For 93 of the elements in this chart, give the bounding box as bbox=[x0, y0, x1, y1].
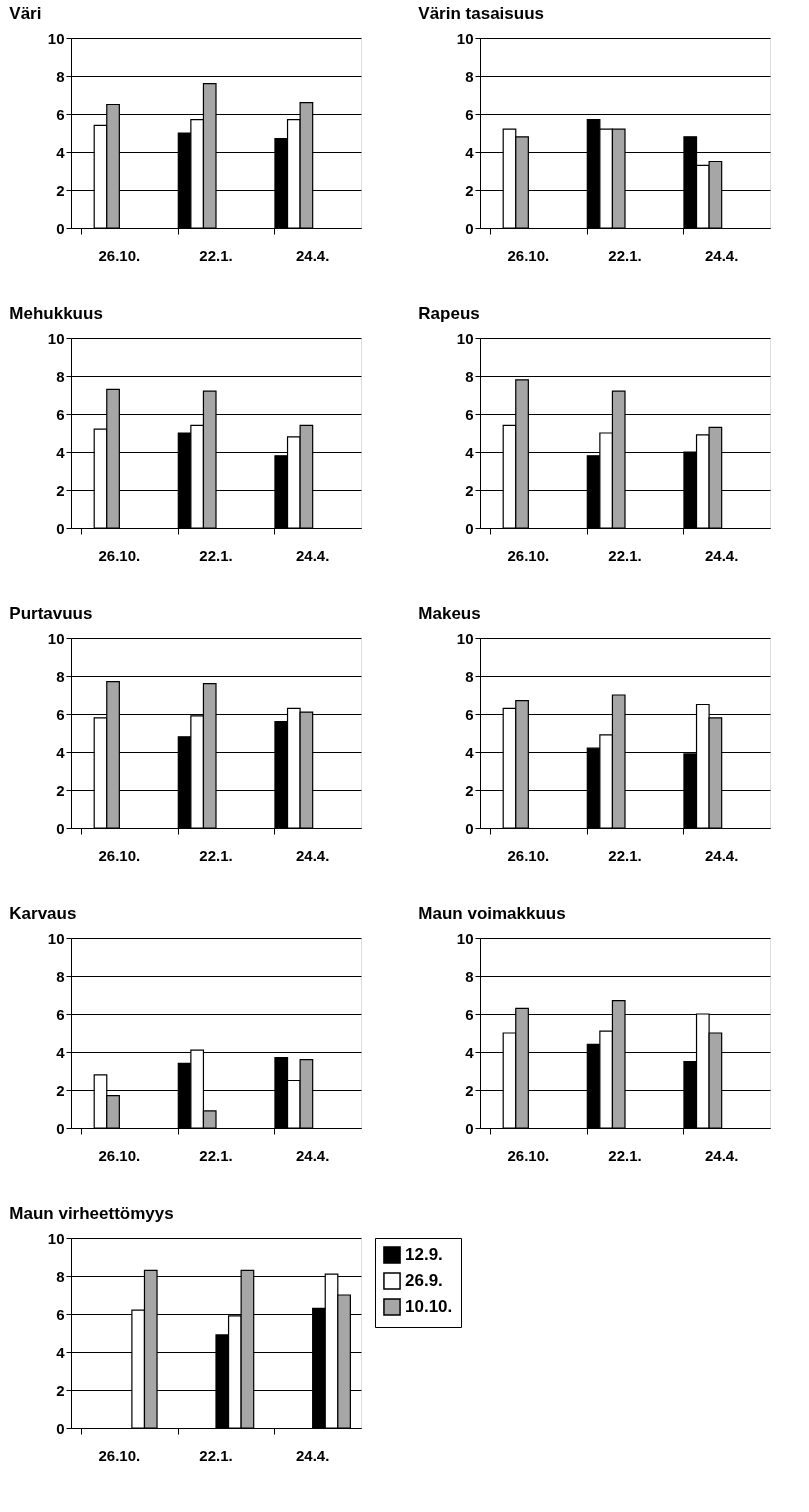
chart-title: Väri bbox=[9, 4, 42, 23]
y-tick-label: 4 bbox=[56, 143, 66, 161]
x-tick-label: 26.10. bbox=[507, 846, 550, 864]
y-tick-label: 10 bbox=[47, 329, 65, 347]
y-tick-label: 8 bbox=[465, 667, 474, 685]
x-tick-label: 22.1. bbox=[608, 846, 642, 864]
chart-title: Makeus bbox=[418, 604, 481, 623]
x-tick-label: 22.1. bbox=[199, 546, 233, 564]
x-tick-label: 24.4. bbox=[295, 546, 330, 564]
y-tick-label: 6 bbox=[465, 105, 474, 123]
x-tick-label: 22.1. bbox=[199, 846, 233, 864]
x-tick-label: 26.10. bbox=[98, 1446, 141, 1464]
x-tick-label: 24.4. bbox=[704, 246, 739, 264]
chart-title: Karvaus bbox=[9, 904, 77, 923]
y-tick-label: 0 bbox=[56, 219, 65, 237]
y-tick-label: 6 bbox=[56, 105, 65, 123]
y-tick-label: 10 bbox=[456, 629, 474, 647]
x-tick-label: 22.1. bbox=[199, 1146, 233, 1164]
y-tick-label: 8 bbox=[465, 367, 474, 385]
x-tick-label: 26.10. bbox=[507, 546, 550, 564]
y-tick-label: 2 bbox=[56, 1381, 65, 1399]
y-tick-label: 2 bbox=[56, 781, 65, 799]
y-tick-label: 2 bbox=[56, 481, 65, 499]
y-tick-label: 4 bbox=[56, 743, 66, 761]
chart-title: Mehukkuus bbox=[9, 304, 103, 323]
x-tick-label: 24.4. bbox=[295, 846, 330, 864]
x-tick-label: 24.4. bbox=[704, 1146, 739, 1164]
y-tick-label: 10 bbox=[456, 929, 474, 947]
y-tick-label: 6 bbox=[465, 1005, 474, 1023]
y-tick-label: 10 bbox=[47, 1229, 65, 1247]
x-tick-label: 26.10. bbox=[98, 846, 141, 864]
y-tick-label: 6 bbox=[56, 705, 65, 723]
x-tick-label: 24.4. bbox=[295, 1446, 330, 1464]
x-tick-label: 26.10. bbox=[507, 246, 550, 264]
y-tick-label: 2 bbox=[465, 1081, 474, 1099]
y-tick-label: 2 bbox=[56, 1081, 65, 1099]
x-tick-label: 22.1. bbox=[608, 246, 642, 264]
chart-title: Maun voimakkuus bbox=[418, 904, 566, 923]
x-tick-label: 22.1. bbox=[608, 1146, 642, 1164]
y-tick-label: 0 bbox=[465, 1119, 474, 1137]
legend-label: 12.9. bbox=[405, 1245, 443, 1264]
legend-label: 10.10. bbox=[405, 1297, 453, 1316]
y-tick-label: 2 bbox=[56, 181, 65, 199]
y-tick-label: 4 bbox=[56, 1043, 66, 1061]
y-tick-label: 0 bbox=[56, 1119, 65, 1137]
y-tick-label: 10 bbox=[47, 629, 65, 647]
y-tick-label: 8 bbox=[56, 367, 65, 385]
y-tick-label: 8 bbox=[56, 667, 65, 685]
y-tick-label: 4 bbox=[465, 1043, 475, 1061]
y-tick-label: 8 bbox=[465, 967, 474, 985]
x-tick-label: 22.1. bbox=[608, 546, 642, 564]
y-tick-label: 4 bbox=[56, 443, 66, 461]
y-tick-label: 10 bbox=[47, 929, 65, 947]
x-tick-label: 26.10. bbox=[98, 1146, 141, 1164]
y-tick-label: 10 bbox=[456, 29, 474, 47]
y-tick-label: 0 bbox=[465, 219, 474, 237]
y-tick-label: 0 bbox=[56, 819, 65, 837]
y-tick-label: 0 bbox=[465, 519, 474, 537]
chart-title: Rapeus bbox=[418, 304, 480, 323]
chart-title: Purtavuus bbox=[9, 604, 93, 623]
y-tick-label: 0 bbox=[56, 1419, 65, 1437]
chart-title: Maun virheettömyys bbox=[9, 1204, 174, 1223]
y-tick-label: 6 bbox=[56, 1005, 65, 1023]
y-tick-label: 6 bbox=[56, 1305, 65, 1323]
x-tick-label: 24.4. bbox=[704, 846, 739, 864]
y-tick-label: 8 bbox=[56, 67, 65, 85]
y-tick-label: 10 bbox=[47, 29, 65, 47]
y-tick-label: 4 bbox=[56, 1343, 66, 1361]
y-tick-label: 10 bbox=[456, 329, 474, 347]
y-tick-label: 8 bbox=[465, 67, 474, 85]
y-tick-label: 6 bbox=[465, 405, 474, 423]
y-tick-label: 4 bbox=[465, 443, 475, 461]
x-tick-label: 26.10. bbox=[98, 546, 141, 564]
x-tick-label: 24.4. bbox=[295, 1146, 330, 1164]
legend-label: 26.9. bbox=[405, 1271, 443, 1290]
x-tick-label: 26.10. bbox=[98, 246, 141, 264]
y-tick-label: 8 bbox=[56, 1267, 65, 1285]
y-tick-label: 2 bbox=[465, 481, 474, 499]
y-tick-label: 6 bbox=[56, 405, 65, 423]
y-tick-label: 2 bbox=[465, 181, 474, 199]
y-tick-label: 0 bbox=[56, 519, 65, 537]
x-tick-label: 22.1. bbox=[199, 246, 233, 264]
y-tick-label: 0 bbox=[465, 819, 474, 837]
chart-title: Värin tasaisuus bbox=[418, 4, 544, 23]
x-tick-label: 22.1. bbox=[199, 1446, 233, 1464]
y-tick-label: 4 bbox=[465, 743, 475, 761]
y-tick-label: 4 bbox=[465, 143, 475, 161]
y-tick-label: 6 bbox=[465, 705, 474, 723]
y-tick-label: 8 bbox=[56, 967, 65, 985]
x-tick-label: 26.10. bbox=[507, 1146, 550, 1164]
y-tick-label: 2 bbox=[465, 781, 474, 799]
x-tick-label: 24.4. bbox=[704, 546, 739, 564]
x-tick-label: 24.4. bbox=[295, 246, 330, 264]
